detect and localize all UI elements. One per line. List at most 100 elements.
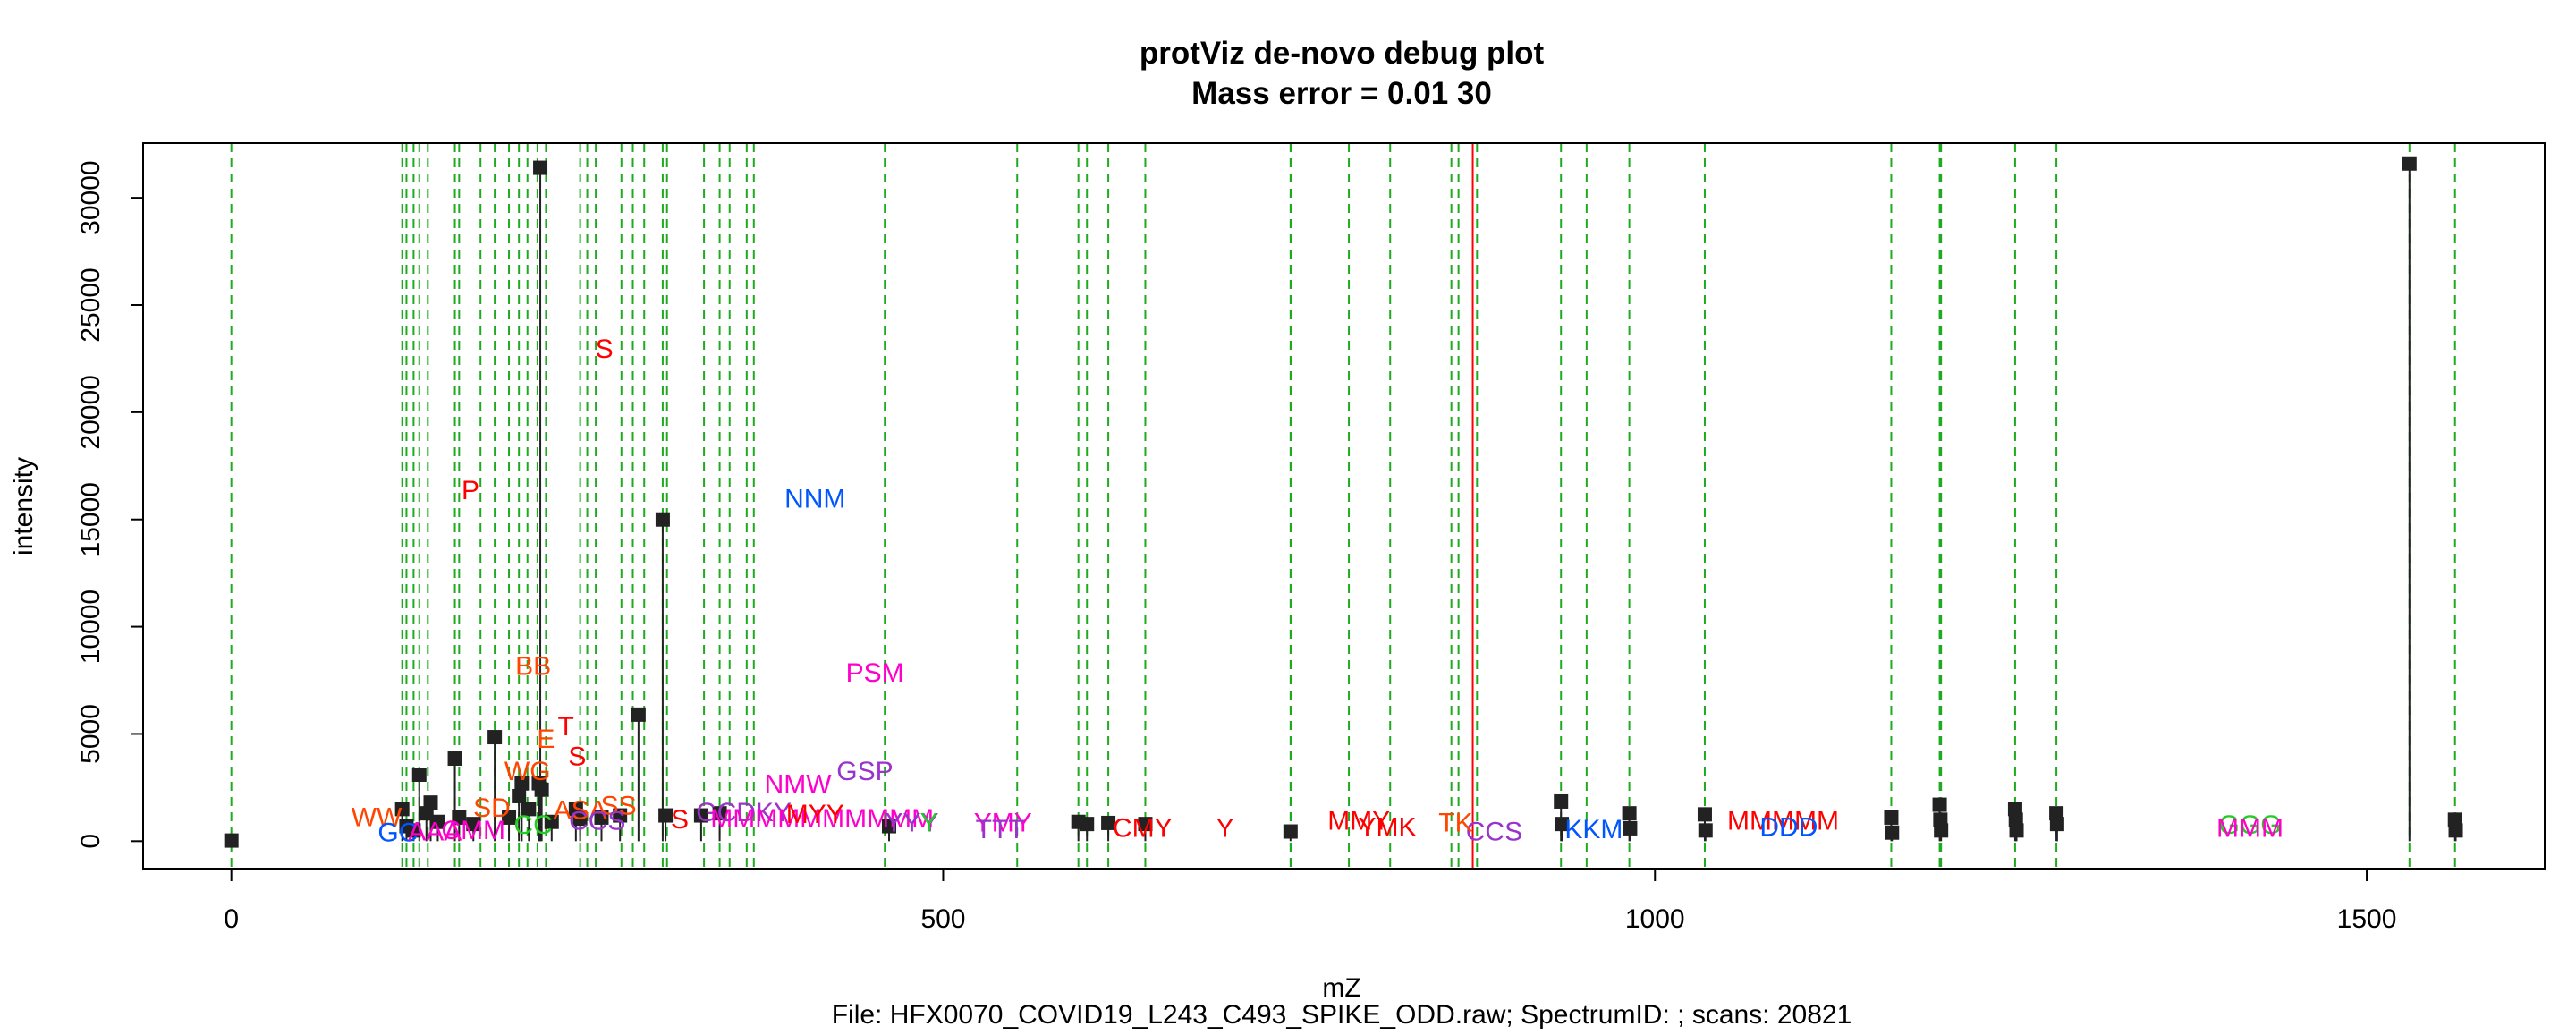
fragment-label: PSM xyxy=(846,658,904,688)
peak-point xyxy=(224,833,239,848)
fragment-label: T xyxy=(558,712,574,742)
peak-point xyxy=(447,751,462,767)
peak-point xyxy=(487,730,503,745)
peak-point xyxy=(613,808,628,823)
fragment-label: S xyxy=(596,335,614,364)
fragment-label: CC xyxy=(513,810,552,840)
peak-point xyxy=(2448,823,2463,838)
fragment-label: YMK xyxy=(1359,813,1417,843)
fragment-label: WG xyxy=(504,757,551,786)
x-axis-label: mZ xyxy=(1322,973,1360,1003)
y-tick-label: 20000 xyxy=(76,375,106,449)
peak-point xyxy=(452,810,467,825)
fragment-label: GGG xyxy=(2219,810,2282,840)
fragment-label: GC xyxy=(377,819,418,848)
fragment-label: S xyxy=(671,805,689,835)
guide-lines xyxy=(230,143,2456,869)
x-tick-label: 1500 xyxy=(2337,904,2397,934)
fragment-label: DDD xyxy=(1759,813,1818,843)
fragment-label: CMY xyxy=(1113,814,1173,844)
y-tick-label: 15000 xyxy=(76,482,106,556)
peak-point xyxy=(406,823,421,838)
peak-point xyxy=(1080,817,1095,832)
fragment-label: GSP xyxy=(836,757,893,786)
x-tick-label: 500 xyxy=(920,904,965,934)
peak-point xyxy=(655,512,670,527)
peak-point xyxy=(1622,806,1637,821)
fragment-label: P xyxy=(462,476,479,505)
fragment-label: SD xyxy=(473,793,511,823)
fragment-label: MMMMM xyxy=(1727,806,1839,836)
peak-point xyxy=(658,808,674,823)
file-footer: File: HFX0070_COVID19_L243_C493_SPIKE_OD… xyxy=(832,1000,1852,1030)
fragment-label: MMMMMMMMMM xyxy=(710,804,934,834)
peak-points xyxy=(224,156,2463,848)
peak-point xyxy=(430,814,445,829)
peak-point xyxy=(1283,824,1298,839)
y-tick-label: 0 xyxy=(76,834,106,849)
fragment-label: MYY xyxy=(786,800,844,829)
fragment-label: GCDKY xyxy=(696,798,792,827)
fragment-label: S xyxy=(568,742,586,771)
peak-point xyxy=(544,814,559,829)
peak-point xyxy=(1697,807,1712,822)
peak-point xyxy=(1623,820,1638,836)
y-tick-label: 30000 xyxy=(76,160,106,234)
peak-point xyxy=(466,817,481,832)
peak-point xyxy=(533,160,548,175)
y-axis: 0 5000 10000 15000 20000 25000 30000 xyxy=(76,160,144,849)
peak-point xyxy=(2402,156,2417,171)
peak-point xyxy=(1554,793,1569,809)
fragment-label: ASA xyxy=(554,795,607,825)
peak-point xyxy=(1885,825,1900,840)
peak-point xyxy=(594,810,609,825)
fragment-label: CCS xyxy=(1466,817,1522,846)
peak-point xyxy=(512,788,527,803)
fragment-label: MMM xyxy=(2216,814,2284,844)
fragment-label: YYY xyxy=(885,809,938,838)
x-axis: 0 500 1000 1500 xyxy=(224,868,2397,934)
y-tick-label: 10000 xyxy=(76,590,106,664)
y-axis-label: intensity xyxy=(9,457,38,556)
fragment-label: E xyxy=(537,725,555,754)
fragment-label: CMM xyxy=(441,816,505,845)
y-tick-label: 25000 xyxy=(76,267,106,342)
peak-point xyxy=(502,810,517,825)
peak-point xyxy=(1884,810,1899,825)
fragment-label: SS xyxy=(601,792,637,821)
peak-point xyxy=(1101,815,1116,830)
peak-point xyxy=(411,767,427,782)
peak-point xyxy=(514,776,530,791)
peak-point xyxy=(534,782,549,797)
fragment-label: Y xyxy=(920,809,938,838)
peak-point xyxy=(881,819,896,834)
fragment-label: MMY xyxy=(1327,806,1390,836)
fragment-label: YMY xyxy=(974,809,1032,838)
peak-point xyxy=(423,795,438,810)
peak-point xyxy=(1932,797,1947,812)
peak-point xyxy=(2009,823,2024,838)
x-tick-label: 1000 xyxy=(1625,904,1685,934)
fragment-label: Y xyxy=(1216,814,1234,844)
peak-point xyxy=(572,811,588,827)
peak-point xyxy=(2049,817,2064,832)
y-tick-label: 5000 xyxy=(76,704,106,764)
peak-point xyxy=(394,802,410,817)
peak-point xyxy=(1138,817,1153,832)
peak-point xyxy=(521,802,537,817)
fragment-label: WW xyxy=(352,803,402,833)
fragment-label: CCS xyxy=(569,806,625,836)
chart-subtitle: Mass error = 0.01 30 xyxy=(1191,76,1492,111)
fragment-label: KKM xyxy=(1564,815,1623,844)
fragment-label: BB xyxy=(515,652,551,682)
fragment-label: TTT xyxy=(976,815,1025,844)
peak-point xyxy=(1934,823,1949,838)
peak-point xyxy=(712,806,727,821)
x-tick-label: 0 xyxy=(224,904,239,934)
fragment-label: AAA xyxy=(408,817,462,846)
fragment-label: NNM xyxy=(784,485,845,514)
fragment-label: TK xyxy=(1438,809,1472,838)
